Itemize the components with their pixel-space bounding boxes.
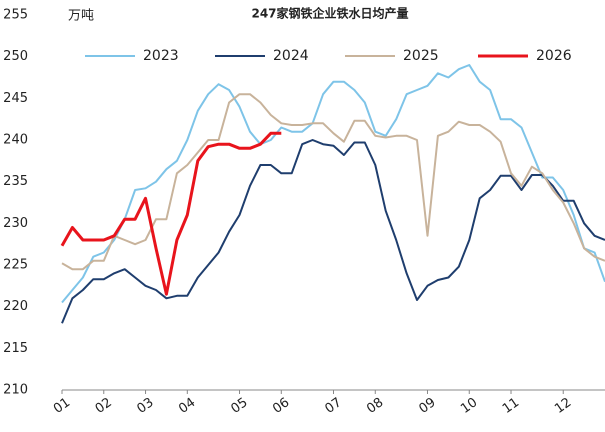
series-line: [61, 64, 605, 304]
y-tick-label: 220: [3, 299, 28, 314]
y-tick-label: 250: [3, 49, 28, 64]
y-tick-label: 235: [3, 174, 28, 189]
legend-label: 2026: [536, 48, 572, 64]
y-tick-label: 225: [3, 258, 28, 273]
x-tick-label: 06: [270, 395, 292, 417]
chart-title: 247家钢铁企业铁水日均产量: [251, 6, 408, 21]
series-line: [60, 131, 282, 296]
x-tick-label: 12: [552, 395, 574, 417]
x-tick-label: 10: [458, 395, 480, 417]
legend-label: 2024: [273, 48, 309, 64]
x-tick-label: 04: [176, 395, 198, 417]
x-tick-label: 05: [228, 395, 250, 417]
x-tick-label: 11: [500, 395, 522, 417]
series-line: [61, 139, 605, 324]
y-tick-label: 215: [3, 341, 28, 356]
y-tick-label: 245: [3, 91, 28, 106]
y-unit: 万吨: [68, 9, 94, 24]
series-line: [61, 93, 605, 271]
y-tick-label: 210: [3, 383, 28, 398]
x-tick-label: 01: [51, 395, 73, 417]
x-tick-label: 03: [134, 395, 156, 417]
legend-label: 2023: [143, 48, 179, 64]
x-tick-label: 09: [416, 395, 438, 417]
y-tick-label: 255: [3, 8, 28, 23]
x-tick-label: 08: [364, 395, 386, 417]
x-tick-label: 07: [322, 395, 344, 417]
y-tick-label: 230: [3, 216, 28, 231]
y-tick-label: 240: [3, 133, 28, 148]
x-tick-label: 02: [93, 395, 115, 417]
legend-label: 2025: [403, 48, 439, 64]
